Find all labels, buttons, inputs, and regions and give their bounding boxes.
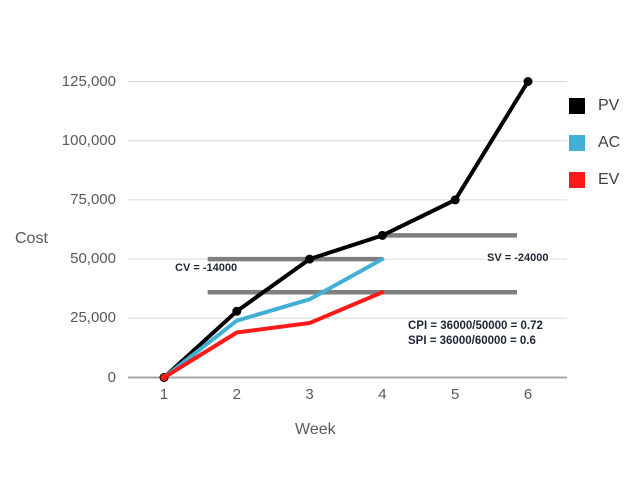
y-tick-25000: 25,000 — [70, 309, 116, 327]
spi-annotation: SPI = 36000/60000 = 0.6 — [408, 335, 536, 347]
y-tick-125000: 125,000 — [61, 72, 116, 90]
series-ac — [162, 257, 385, 380]
cv-annotation: CV = -14000 — [175, 262, 238, 274]
legend-item-ev: EV — [569, 171, 619, 189]
legend-label-ac: AC — [598, 134, 621, 151]
y-tick-100000: 100,000 — [61, 131, 116, 149]
x-axis-title: Week — [295, 421, 336, 438]
legend-label-ev: EV — [598, 171, 620, 188]
y-tick-0: 0 — [107, 368, 116, 386]
pv-swatch-icon — [569, 98, 585, 114]
cpi-annotation: CPI = 36000/50000 = 0.72 — [408, 320, 543, 332]
x-tick-1: 1 — [159, 386, 169, 403]
x-tick-2: 2 — [232, 386, 241, 403]
ev-swatch-icon — [569, 172, 585, 188]
x-tick-6: 6 — [523, 386, 533, 403]
y-tick-50000: 50,000 — [70, 250, 116, 268]
x-tick-5: 5 — [451, 386, 460, 403]
ac-swatch-icon — [569, 135, 585, 151]
legend-item-pv: PV — [569, 97, 619, 115]
x-tick-3: 3 — [305, 386, 314, 403]
legend-label-pv: PV — [598, 97, 620, 114]
series-ev — [162, 290, 385, 380]
legend-item-ac: AC — [569, 134, 620, 152]
x-tick-4: 4 — [378, 386, 387, 403]
y-axis-title: Cost — [15, 230, 48, 247]
y-tick-75000: 75,000 — [70, 190, 116, 208]
series-pv — [162, 79, 530, 380]
sv-annotation: SV = -24000 — [484, 252, 552, 264]
